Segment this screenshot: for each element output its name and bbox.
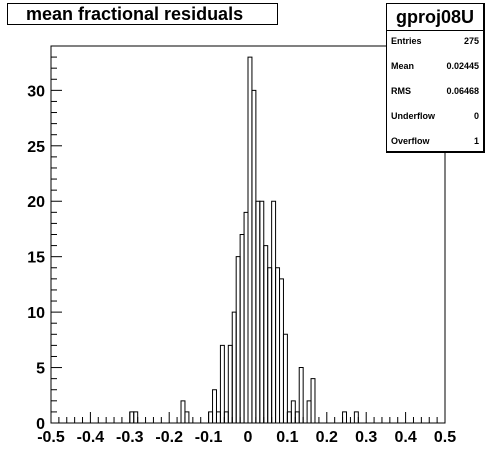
histogram-bin bbox=[231, 311, 237, 423]
stats-box: gproj08U Entries 275 Mean 0.02445 RMS 0.… bbox=[386, 3, 485, 153]
x-tick-label: 0.4 bbox=[394, 429, 416, 446]
x-tick-label: 0.5 bbox=[434, 429, 456, 446]
stats-name: gproj08U bbox=[387, 4, 483, 31]
histogram-bin bbox=[180, 400, 186, 423]
histogram-bin bbox=[267, 267, 273, 423]
x-tick-label: 0 bbox=[244, 429, 253, 446]
histogram-bin bbox=[279, 278, 284, 423]
histogram-bin bbox=[255, 200, 261, 423]
histogram-bin bbox=[275, 267, 281, 423]
y-tick-label: 30 bbox=[27, 83, 45, 100]
stat-value: 0 bbox=[473, 111, 479, 121]
y-tick-label: 25 bbox=[27, 139, 45, 156]
histogram-bin bbox=[243, 211, 249, 423]
stat-value: 1 bbox=[473, 136, 479, 146]
histogram-bin bbox=[239, 234, 245, 423]
histogram-bin bbox=[298, 367, 304, 423]
histogram-bin bbox=[282, 333, 288, 423]
histogram-bin bbox=[290, 400, 296, 423]
histogram-bins bbox=[129, 56, 359, 423]
y-tick-label: 0 bbox=[36, 416, 45, 433]
stat-value: 0.06468 bbox=[446, 86, 479, 96]
histogram-bin bbox=[129, 411, 135, 423]
histogram-bin bbox=[184, 411, 190, 423]
x-tick-label: -0.3 bbox=[116, 429, 144, 446]
stat-value: 275 bbox=[463, 36, 479, 46]
stat-row-underflow: Underflow 0 bbox=[391, 109, 479, 123]
stat-row-mean: Mean 0.02445 bbox=[391, 59, 479, 73]
histogram-bin bbox=[235, 256, 241, 423]
histogram-bin bbox=[310, 378, 316, 423]
histogram-bin bbox=[286, 411, 292, 423]
stat-label: Entries bbox=[391, 36, 422, 46]
stat-label: Underflow bbox=[391, 111, 435, 121]
histogram-bin bbox=[294, 411, 300, 423]
x-tick-label: -0.2 bbox=[155, 429, 183, 446]
histogram-bin bbox=[259, 200, 265, 423]
y-tick-label: 15 bbox=[27, 250, 45, 267]
y-tick-label: 10 bbox=[27, 305, 45, 322]
y-tick-label: 5 bbox=[36, 361, 45, 378]
x-axis-ticks: -0.5 -0.4 -0.3 -0.2 -0.1 0 0.1 0.2 0.3 0.4 0.5 bbox=[37, 412, 456, 446]
x-tick-label: -0.5 bbox=[37, 429, 65, 446]
histogram-bin bbox=[247, 56, 253, 423]
histogram-bin bbox=[208, 411, 214, 423]
histogram-bin bbox=[219, 344, 225, 423]
histogram-bin bbox=[271, 200, 277, 423]
histogram-bin bbox=[353, 411, 359, 423]
stat-label: RMS bbox=[391, 86, 411, 96]
x-tick-label: 0.3 bbox=[355, 429, 377, 446]
y-tick-label: 20 bbox=[27, 194, 45, 211]
stat-row-overflow: Overflow 1 bbox=[391, 134, 479, 148]
stat-row-rms: RMS 0.06468 bbox=[391, 84, 479, 98]
stat-value: 0.02445 bbox=[446, 61, 479, 71]
stat-label: Overflow bbox=[391, 136, 430, 146]
x-tick-label: -0.1 bbox=[195, 429, 223, 446]
stat-label: Mean bbox=[391, 61, 415, 71]
histogram-bin bbox=[133, 411, 139, 423]
histogram-bin bbox=[223, 411, 229, 423]
histogram-bin bbox=[342, 411, 347, 423]
histogram-bin bbox=[227, 344, 233, 423]
y-axis-ticks: 0 5 10 15 20 25 30 bbox=[27, 56, 62, 433]
histogram-bin bbox=[212, 389, 217, 423]
x-tick-label: 0.1 bbox=[276, 429, 298, 446]
stat-row-entries: Entries 275 bbox=[391, 34, 479, 48]
chart-title: mean fractional residuals bbox=[7, 3, 278, 25]
histogram-bin bbox=[263, 245, 269, 423]
x-tick-label: 0.2 bbox=[316, 429, 338, 446]
histogram-bin bbox=[215, 411, 221, 423]
histogram-bin bbox=[306, 400, 312, 423]
x-tick-label: -0.4 bbox=[77, 429, 105, 446]
histogram-bin bbox=[251, 89, 257, 423]
